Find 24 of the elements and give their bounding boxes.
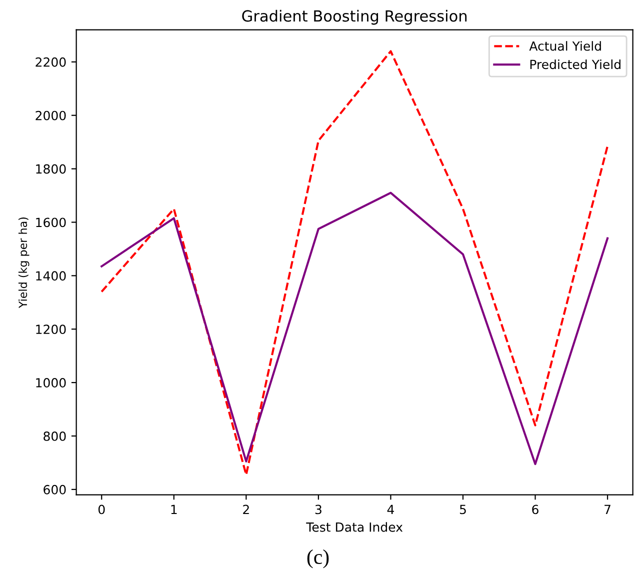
x-tick-label: 2 xyxy=(243,504,249,514)
text: (c) xyxy=(307,549,329,568)
chart-title: Gradient Boosting Regression xyxy=(242,10,467,25)
x-tick-label: 6 xyxy=(532,504,538,514)
x-tick-label: 7 xyxy=(604,504,610,514)
x-tick-label: 1 xyxy=(171,504,177,514)
y-tick-label: 1000 xyxy=(36,378,66,388)
y-tick-label: 2200 xyxy=(36,57,66,67)
x-axis-title: Test Data Index xyxy=(306,522,403,532)
y-tick-label: 1800 xyxy=(36,164,66,174)
legend-label: Actual Yield xyxy=(529,41,601,51)
x-tick-label: 4 xyxy=(387,504,394,514)
y-tick-label: 800 xyxy=(44,431,66,441)
x-tick-label: 3 xyxy=(315,504,322,514)
y-axis-title: Yield (kg per ha) xyxy=(18,218,30,308)
line-series xyxy=(100,192,609,466)
legend-label: Predicted Yield xyxy=(530,59,620,70)
y-tick-label: 600 xyxy=(44,484,66,494)
y-tick-label: 1200 xyxy=(36,324,66,334)
y-tick-label: 2000 xyxy=(36,110,66,120)
x-tick-label: 0 xyxy=(98,504,105,514)
x-tick-label: 5 xyxy=(460,504,466,514)
y-tick-label: 1400 xyxy=(36,271,66,281)
y-tick-label: 1600 xyxy=(36,218,66,228)
